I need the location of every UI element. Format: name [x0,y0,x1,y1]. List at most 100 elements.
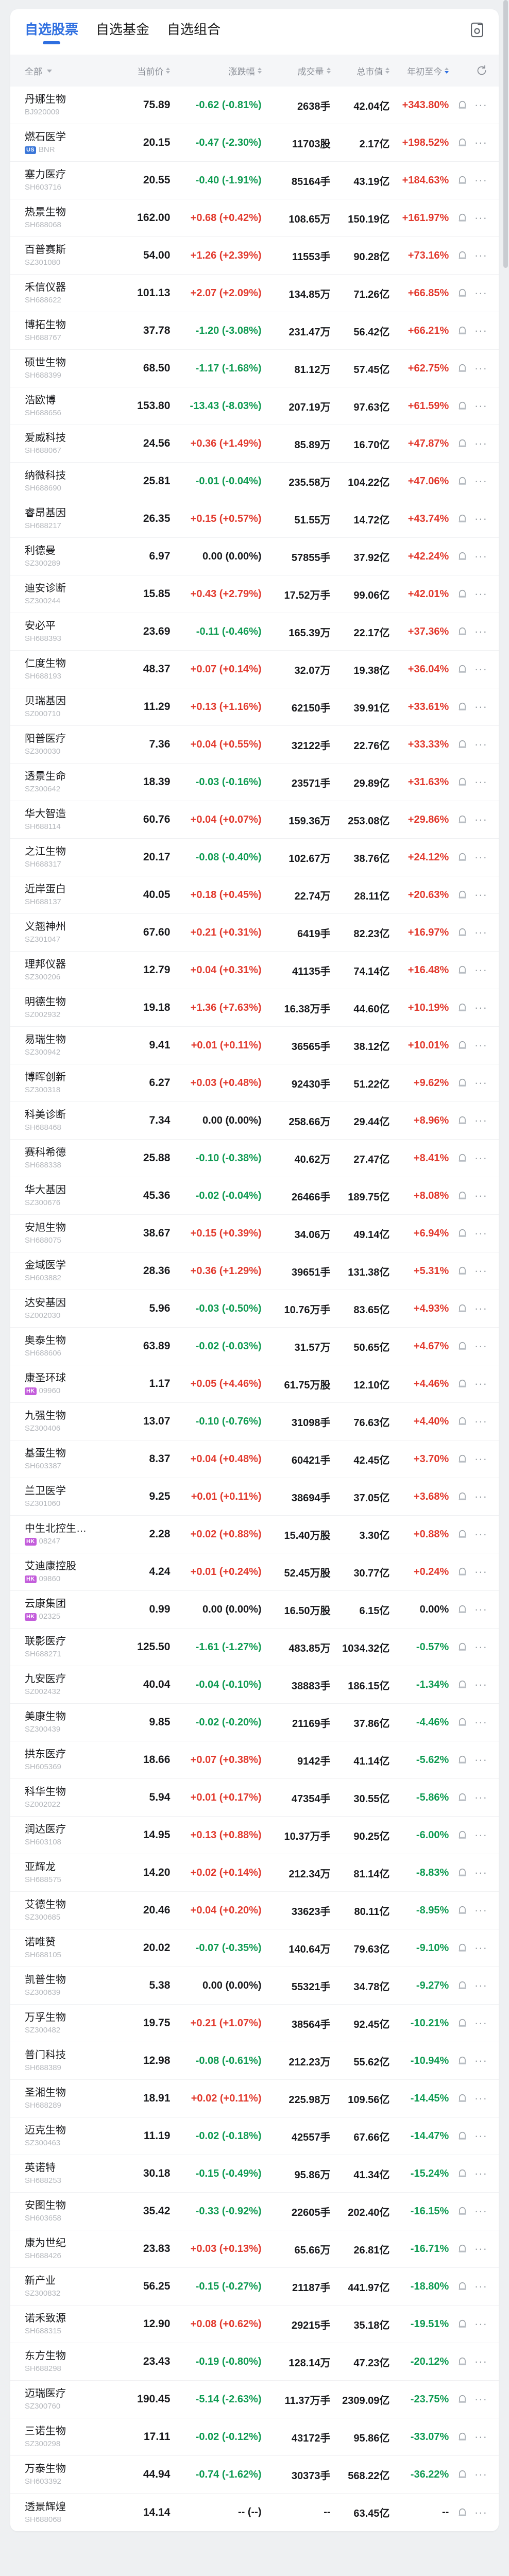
stock-name-cell[interactable]: 华大基因 SZ300676 [25,1184,111,1208]
more-options-icon[interactable]: ··· [474,1640,487,1653]
more-options-icon[interactable]: ··· [474,2393,487,2405]
more-options-icon[interactable]: ··· [474,2092,487,2105]
more-options-icon[interactable]: ··· [474,2355,487,2368]
stock-name-cell[interactable]: 纳微科技 SH688690 [25,469,111,493]
stock-name-cell[interactable]: 万泰生物 SH603392 [25,2463,111,2486]
table-row[interactable]: 康圣环球 HK 09960 1.17 +0.05 (+4.46%) 61.75万股 12.1… [10,1365,499,1403]
alert-bell-icon[interactable] [457,1529,467,1540]
alert-bell-icon[interactable] [457,325,467,336]
more-options-icon[interactable]: ··· [474,1603,487,1616]
alert-bell-icon[interactable] [457,852,467,863]
stock-name-cell[interactable]: 之江生物 SH688317 [25,845,111,869]
table-row[interactable]: 硕世生物 SH688399 68.50 -1.17 (-1.68%) 81.12万 57.… [10,350,499,387]
table-row[interactable]: 理邦仪器 SZ300206 12.79 +0.04 (+0.31%) 41135手 74.… [10,952,499,989]
alert-bell-icon[interactable] [457,927,467,938]
stock-name-cell[interactable]: 近岸蛋白 SH688137 [25,883,111,907]
alert-bell-icon[interactable] [457,1942,467,1954]
header-ytd[interactable]: 年初至今 [389,64,449,77]
header-volume[interactable]: 成交量 [262,64,331,77]
table-row[interactable]: 达安基因 SZ002030 5.96 -0.03 (-0.50%) 10.76万手 83.… [10,1290,499,1328]
alert-bell-icon[interactable] [457,1341,467,1352]
stock-name-cell[interactable]: 透景生命 SZ300642 [25,770,111,794]
more-options-icon[interactable]: ··· [474,249,487,262]
table-row[interactable]: 睿昂基因 SH688217 26.35 +0.15 (+0.57%) 51.55万 14.… [10,500,499,538]
more-options-icon[interactable]: ··· [474,963,487,976]
more-options-icon[interactable]: ··· [474,587,487,600]
more-options-icon[interactable]: ··· [474,1490,487,1503]
table-row[interactable]: 美康生物 SZ300439 9.85 -0.02 (-0.20%) 21169手 37.8… [10,1704,499,1741]
table-row[interactable]: 透景生命 SZ300642 18.39 -0.03 (-0.16%) 23571手 29.… [10,764,499,801]
more-options-icon[interactable]: ··· [474,1565,487,1578]
stock-name-cell[interactable]: 禾信仪器 SH688622 [25,281,111,305]
table-row[interactable]: 透景辉煌 SH688068 14.14 -- (--) -- 63.45亿 -- ··· [10,2494,499,2531]
alert-bell-icon[interactable] [457,1077,467,1089]
more-options-icon[interactable]: ··· [474,474,487,487]
more-options-icon[interactable]: ··· [474,550,487,563]
header-change[interactable]: 涨跌幅 [170,64,262,77]
alert-bell-icon[interactable] [457,250,467,261]
more-options-icon[interactable]: ··· [474,1753,487,1766]
more-options-icon[interactable]: ··· [474,700,487,713]
more-options-icon[interactable]: ··· [474,324,487,337]
screenshot-icon[interactable] [470,22,484,38]
stock-name-cell[interactable]: 金域医学 SH603882 [25,1259,111,1283]
header-filter-all[interactable]: 全部 [25,64,111,77]
stock-name-cell[interactable]: 安旭生物 SH688075 [25,1222,111,1245]
table-row[interactable]: 利德曼 SZ300289 6.97 0.00 (0.00%) 57855手 37.92亿 +… [10,538,499,575]
table-row[interactable]: 万泰生物 SH603392 44.94 -0.74 (-1.62%) 30373手 568… [10,2456,499,2494]
table-row[interactable]: 义翘神州 SZ301047 67.60 +0.21 (+0.31%) 6419手 82.2… [10,914,499,952]
more-options-icon[interactable]: ··· [474,1039,487,1052]
alert-bell-icon[interactable] [457,1453,467,1465]
stock-name-cell[interactable]: 百普赛斯 SZ301080 [25,244,111,267]
more-options-icon[interactable]: ··· [474,136,487,149]
more-options-icon[interactable]: ··· [474,174,487,187]
stock-name-cell[interactable]: 兰卫医学 SZ301060 [25,1485,111,1509]
alert-bell-icon[interactable] [457,1303,467,1314]
stock-name-cell[interactable]: 圣湘生物 SH688289 [25,2087,111,2110]
stock-name-cell[interactable]: 博拓生物 SH688767 [25,319,111,343]
more-options-icon[interactable]: ··· [474,1828,487,1841]
table-row[interactable]: 圣湘生物 SH688289 18.91 +0.02 (+0.11%) 225.98万 10… [10,2080,499,2117]
alert-bell-icon[interactable] [457,137,467,148]
stock-name-cell[interactable]: 美康生物 SZ300439 [25,1710,111,1734]
more-options-icon[interactable]: ··· [474,738,487,751]
table-row[interactable]: 云康集团 HK 02325 0.99 0.00 (0.00%) 16.50万股 6.15亿 0… [10,1591,499,1629]
alert-bell-icon[interactable] [457,1604,467,1615]
stock-name-cell[interactable]: 睿昂基因 SH688217 [25,507,111,531]
table-row[interactable]: 润达医疗 SH603108 14.95 +0.13 (+0.88%) 10.37万手 90… [10,1817,499,1854]
stock-name-cell[interactable]: 诺禾致源 SH688315 [25,2312,111,2336]
more-options-icon[interactable]: ··· [474,1340,487,1352]
table-row[interactable]: 九强生物 SZ300406 13.07 -0.10 (-0.76%) 31098手 76.… [10,1403,499,1440]
stock-name-cell[interactable]: 迈瑞医疗 SZ300760 [25,2387,111,2411]
stock-name-cell[interactable]: 奥泰生物 SH688606 [25,1334,111,1358]
stock-name-cell[interactable]: 迪安诊断 SZ300244 [25,582,111,606]
more-options-icon[interactable]: ··· [474,1189,487,1202]
alert-bell-icon[interactable] [457,1905,467,1916]
stock-name-cell[interactable]: 燃石医学 US BNR [25,131,111,155]
table-row[interactable]: 阳普医疗 SZ300030 7.36 +0.04 (+0.55%) 32122手 22.7… [10,726,499,764]
alert-bell-icon[interactable] [457,2356,467,2367]
stock-name-cell[interactable]: 联影医疗 SH688271 [25,1635,111,1659]
table-row[interactable]: 三诺生物 SZ300298 17.11 -0.02 (-0.12%) 43172手 95.… [10,2418,499,2456]
alert-bell-icon[interactable] [457,964,467,976]
table-row[interactable]: 塞力医疗 SH603716 20.55 -0.40 (-1.91%) 85164手 43.… [10,162,499,199]
more-options-icon[interactable]: ··· [474,1151,487,1164]
alert-bell-icon[interactable] [457,513,467,524]
table-row[interactable]: 燃石医学 US BNR 20.15 -0.47 (-2.30%) 11703股 2.17亿 +… [10,124,499,162]
more-options-icon[interactable]: ··· [474,1678,487,1691]
more-options-icon[interactable]: ··· [474,1791,487,1804]
more-options-icon[interactable]: ··· [474,1716,487,1728]
table-row[interactable]: 博拓生物 SH688767 37.78 -1.20 (-3.08%) 231.47万 56… [10,312,499,350]
more-options-icon[interactable]: ··· [474,98,487,111]
more-options-icon[interactable]: ··· [474,1227,487,1240]
table-row[interactable]: 华大智造 SH688114 60.76 +0.04 (+0.07%) 159.36万 25… [10,801,499,839]
table-row[interactable]: 明德生物 SZ002932 19.18 +1.36 (+7.63%) 16.38万手 44… [10,989,499,1027]
more-options-icon[interactable]: ··· [474,1452,487,1465]
alert-bell-icon[interactable] [457,814,467,825]
alert-bell-icon[interactable] [457,889,467,901]
stock-name-cell[interactable]: 英诺特 SH688253 [25,2162,111,2185]
more-options-icon[interactable]: ··· [474,2054,487,2067]
stock-name-cell[interactable]: 诺唯赞 SH688105 [25,1936,111,1960]
more-options-icon[interactable]: ··· [474,2016,487,2029]
table-row[interactable]: 博晖创新 SZ300318 6.27 +0.03 (+0.48%) 92430手 51.2… [10,1064,499,1102]
